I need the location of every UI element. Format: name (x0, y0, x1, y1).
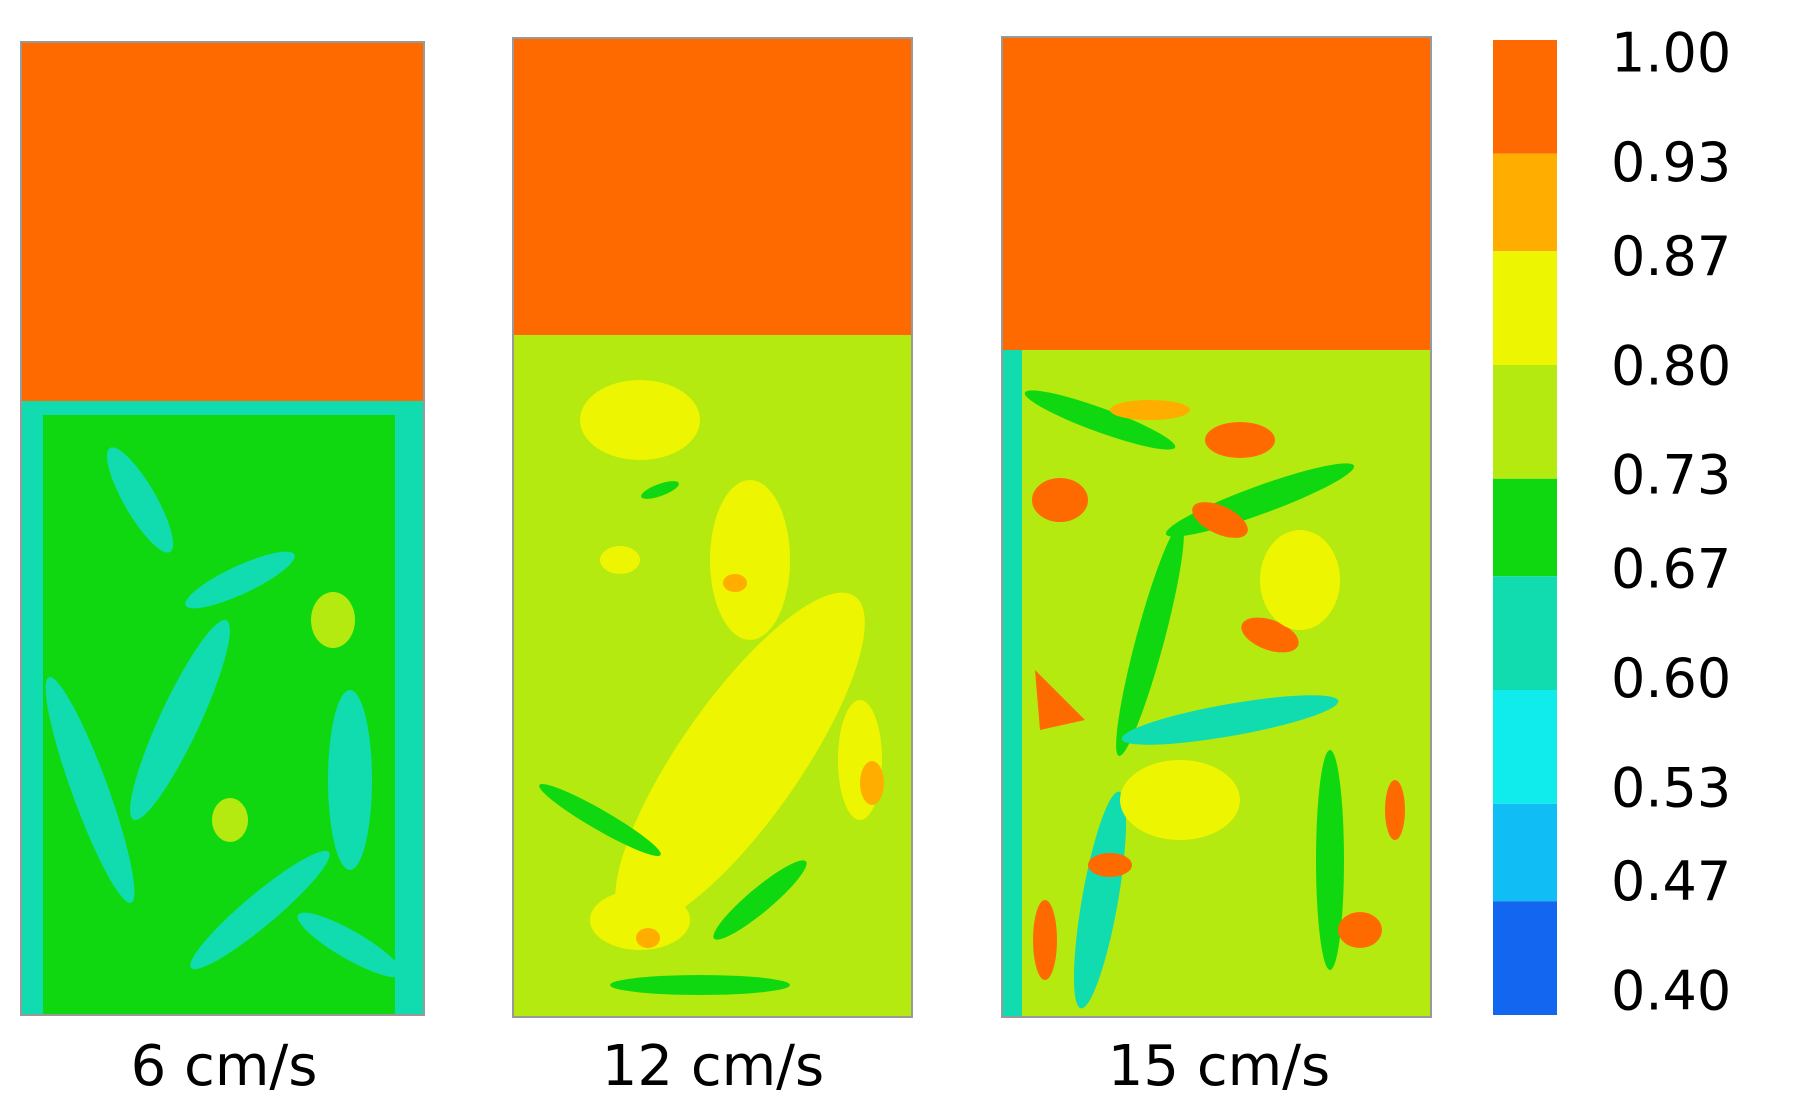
colorbar-tick-label: 0.67 (1611, 538, 1731, 601)
colorbar-band (1493, 804, 1557, 902)
colorbar-tick-label: 0.87 (1611, 225, 1731, 288)
contour-panel (1002, 37, 1431, 1017)
colorbar-tick-label: 0.47 (1611, 850, 1731, 913)
colorbar-band (1493, 576, 1557, 690)
colorbar-tick-label: 0.60 (1611, 647, 1731, 710)
colorbar-band (1493, 479, 1557, 577)
colorbar-tick-label: 1.00 (1611, 22, 1731, 85)
colorbar-band (1493, 154, 1557, 252)
colorbar: 1.00 0.93 0.87 0.80 0.73 0.67 0.60 0.53 0.47 0.40 (1493, 22, 1731, 1023)
panel-label: 12 cm/s (602, 1034, 824, 1096)
colorbar-tick-label: 0.80 (1611, 334, 1731, 397)
colorbar-tick-label: 0.73 (1611, 444, 1731, 507)
page: {"panels": [{"label": "6 cm/s"}, {"label… (0, 0, 1798, 1096)
colorbar-tick-label: 0.93 (1611, 131, 1731, 194)
panel-label: 15 cm/s (1108, 1034, 1330, 1096)
panel-label: 6 cm/s (131, 1034, 318, 1096)
contour-panel (21, 42, 424, 1015)
colorbar-band (1493, 365, 1557, 479)
contour-panel (513, 38, 912, 1017)
colorbar-band (1493, 901, 1557, 1015)
colorbar-tick-label: 0.53 (1611, 756, 1731, 819)
colorbar-band (1493, 251, 1557, 365)
colorbar-tick-label: 0.40 (1611, 960, 1731, 1023)
figure: 6 cm/s 12 cm/s 15 cm/s 1.00 0.93 0.87 0.80 0… (0, 0, 1798, 1096)
colorbar-band (1493, 690, 1557, 804)
colorbar-band (1493, 40, 1557, 154)
